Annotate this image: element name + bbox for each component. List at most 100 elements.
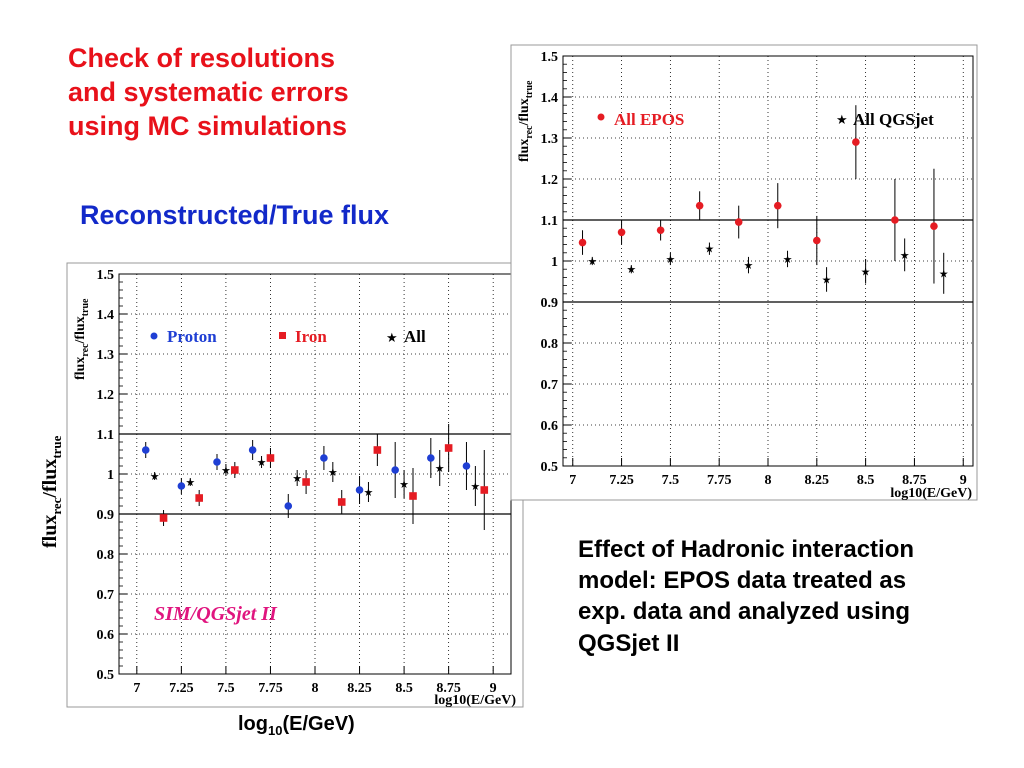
data-point-star: ★: [150, 471, 160, 483]
data-point-circle: [141, 446, 150, 454]
left-data-marks: ★ ★ ★ ★ ★ ★ ★ ★ ★ ★: [141, 424, 489, 530]
data-point-circle: [248, 446, 257, 454]
outer-xlabel-suffix: (E/GeV): [282, 713, 355, 735]
legend-proton-label: Proton: [167, 327, 217, 346]
data-point-circle: [578, 238, 587, 247]
y-tick-label: 0.9: [541, 296, 559, 311]
data-point-star: ★: [665, 254, 675, 266]
data-point-square: [231, 466, 239, 474]
x-tick-label: 8.25: [805, 473, 830, 488]
caption-line-1: Effect of Hadronic interaction: [578, 536, 915, 563]
y-tick-label: 1.1: [97, 428, 115, 443]
y-tick-label: 1.3: [97, 348, 115, 363]
left-y-ticks: 0.5 0.6 0.7 0.8 0.9 1 1.1 1.2 1.3 1.4 1.5: [97, 268, 127, 683]
left-x-axis-label: log10(E/GeV): [434, 693, 516, 708]
x-tick-label: 7: [569, 473, 576, 488]
y-tick-label: 1.5: [541, 50, 559, 65]
outer-ylabel-sub1: rec: [49, 497, 64, 514]
data-point-circle: [656, 226, 665, 235]
legend-iron-label: Iron: [295, 327, 327, 346]
data-point-circle: [284, 502, 293, 510]
left-ylabel-mid: /flux: [73, 316, 88, 344]
data-point-star: ★: [900, 250, 910, 262]
y-tick-label: 1.4: [541, 91, 559, 106]
right-reference-lines: [563, 219, 973, 303]
data-point-star: ★: [744, 260, 754, 272]
sim-annotation: SIM/QGSjet II: [154, 603, 278, 625]
y-tick-label: 1.3: [541, 132, 559, 147]
data-point-star: ★: [822, 274, 832, 286]
right-y-axis-label: fluxrec/fluxtrue: [517, 80, 535, 162]
y-tick-label: 1.2: [97, 388, 115, 403]
x-tick-label: 8.5: [857, 473, 875, 488]
title-line-2: and systematic errors: [68, 76, 349, 107]
y-tick-label: 0.8: [97, 548, 115, 563]
data-point-star: ★: [364, 487, 374, 499]
y-tick-label: 1: [107, 468, 114, 483]
data-point-circle: [355, 486, 364, 494]
outer-xlabel-sub: 10: [268, 723, 283, 738]
caption-line-3: exp. data and analyzed using: [578, 598, 911, 626]
x-tick-label: 8: [312, 681, 319, 696]
x-tick-label: 7.5: [217, 681, 235, 696]
data-point-star: ★: [257, 457, 267, 469]
title-line-3: using MC simulations: [68, 110, 348, 141]
right-y-ticks: 0.5 0.6 0.7 0.8 0.9 1 1.1 1.2 1.3 1.4 1.5: [541, 50, 571, 475]
data-point-circle: [462, 462, 471, 470]
legend-proton-marker: [150, 332, 158, 340]
x-tick-label: 8: [765, 473, 772, 488]
data-point-circle: [891, 216, 899, 224]
left-ylabel-main: flux: [73, 357, 88, 380]
left-ylabel-sub2: true: [80, 298, 91, 316]
x-tick-label: 9: [490, 681, 497, 696]
caption: Effect of Hadronic interaction model: EP…: [578, 534, 998, 659]
y-tick-label: 0.8: [541, 337, 559, 352]
data-point-star: ★: [435, 463, 445, 475]
y-tick-label: 1.4: [97, 308, 115, 323]
legend-epos-label: All EPOS: [614, 110, 684, 129]
data-point-star: ★: [399, 479, 409, 491]
data-point-circle: [852, 138, 860, 146]
left-chart: 0.5 0.6 0.7 0.8 0.9 1 1.1 1.2 1.3 1.4 1.5 7 7.25 7.5…: [66, 262, 524, 708]
x-tick-label: 8.75: [902, 473, 927, 488]
x-tick-label: 8.5: [395, 681, 413, 696]
data-point-circle: [695, 201, 704, 210]
left-x-ticks: 7 7.25 7.5 7.75 8 8.25 8.5 8.75 9: [133, 666, 497, 696]
y-tick-label: 0.7: [97, 588, 115, 603]
x-tick-label: 7.25: [169, 681, 194, 696]
data-point-square: [266, 454, 275, 462]
data-point-star: ★: [470, 481, 480, 493]
x-tick-label: 7.75: [707, 473, 732, 488]
data-point-circle: [617, 228, 626, 237]
y-tick-label: 0.7: [541, 378, 559, 393]
right-ylabel-mid: /flux: [517, 98, 532, 126]
y-tick-label: 1: [551, 255, 558, 270]
svg-text:fluxrec/fluxtrue: fluxrec/fluxtrue: [39, 435, 64, 548]
x-tick-label: 8.25: [347, 681, 372, 696]
caption-line-4: QGSjet II: [578, 629, 680, 657]
outer-ylabel-main1: flux: [39, 515, 61, 548]
data-point-square: [480, 486, 489, 494]
legend-all-marker: ★: [386, 330, 398, 345]
data-point-star: ★: [185, 477, 195, 489]
data-point-star: ★: [292, 473, 302, 485]
data-point-star: ★: [328, 467, 338, 479]
x-tick-label: 8.75: [436, 681, 461, 696]
data-point-square: [302, 478, 310, 486]
data-point-circle: [773, 201, 782, 210]
outer-xlabel-prefix: log: [238, 713, 268, 735]
data-point-star: ★: [939, 268, 949, 280]
data-point-star: ★: [861, 266, 871, 278]
right-ylabel-sub1: rec: [524, 125, 535, 139]
data-point-star: ★: [221, 465, 231, 477]
y-tick-label: 0.5: [97, 668, 115, 683]
right-ylabel-main: flux: [517, 139, 532, 162]
data-point-square: [337, 498, 346, 506]
legend-epos-marker: [597, 113, 605, 121]
data-point-circle: [813, 236, 821, 245]
caption-line-2: model: EPOS data treated as: [578, 567, 907, 595]
x-tick-label: 7.75: [258, 681, 283, 696]
outer-ylabel-sub2: true: [49, 435, 64, 458]
data-point-circle: [213, 458, 221, 466]
legend-iron-marker: [279, 332, 286, 339]
